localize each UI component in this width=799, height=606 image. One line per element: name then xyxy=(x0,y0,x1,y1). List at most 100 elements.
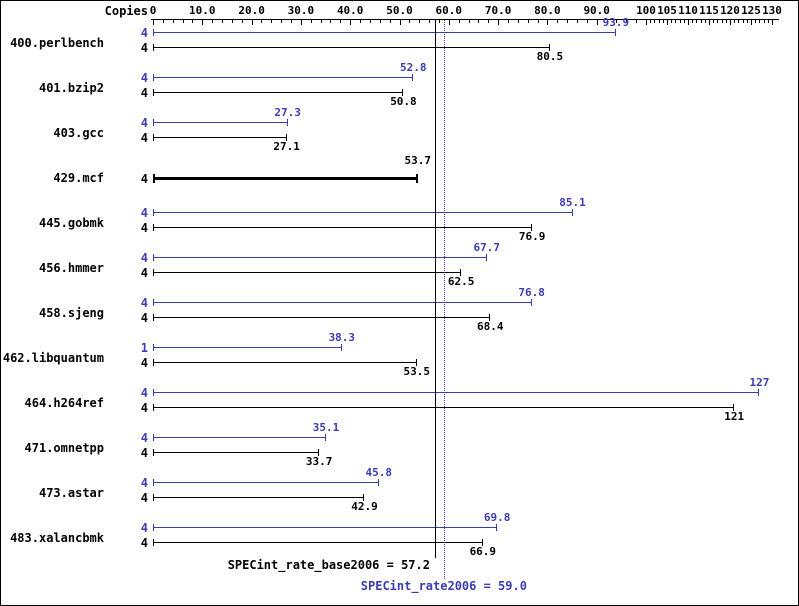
axis-tick-label: 100 xyxy=(636,4,656,17)
axis-minor-tick xyxy=(429,20,431,23)
axis-minor-tick xyxy=(271,20,273,23)
benchmark-row: 458.sjeng 4 76.8 4 68.4 xyxy=(1,286,798,336)
axis-minor-tick xyxy=(683,20,685,23)
axis-major-tick xyxy=(153,20,154,25)
axis-minor-tick xyxy=(419,20,421,23)
x-axis-line xyxy=(151,19,779,20)
axis-tick-label: 30.0 xyxy=(287,4,315,17)
benchmark-row: 403.gcc 4 27.3 4 27.1 xyxy=(1,106,798,156)
axis-tick-label: 90.0 xyxy=(583,4,610,17)
peak-result-value: 127 xyxy=(749,375,770,389)
bar-end-cap xyxy=(548,43,550,51)
axis-tick-label: 10.0 xyxy=(189,4,216,17)
benchmark-label: 445.gobmk xyxy=(38,215,104,230)
axis-minor-tick xyxy=(692,20,694,23)
bar-line xyxy=(153,436,327,438)
axis-tick-label: 130 xyxy=(762,4,782,17)
axis-tick-label: 120 xyxy=(720,4,740,17)
axis-minor-tick xyxy=(746,20,748,23)
bar-end-cap xyxy=(325,433,327,441)
peak-result-bar xyxy=(153,253,487,261)
peak-copies-value: 4 xyxy=(140,430,148,445)
peak-mean-line xyxy=(443,20,445,579)
axis-minor-tick xyxy=(725,20,727,23)
peak-copies-value: 4 xyxy=(140,205,148,220)
bar-line xyxy=(153,91,404,93)
benchmark-label: 473.astar xyxy=(38,485,104,500)
benchmark-label: 462.libquantum xyxy=(2,350,104,365)
axis-minor-tick xyxy=(537,20,539,23)
axis-major-tick xyxy=(251,20,253,25)
axis-minor-tick xyxy=(310,20,312,23)
base-result-bar xyxy=(153,448,320,456)
base-result-value: 33.7 xyxy=(305,454,333,468)
axis-tick-label: 60.0 xyxy=(435,4,463,17)
axis-minor-tick xyxy=(320,20,322,23)
axis-minor-tick xyxy=(330,20,332,23)
axis-tick-label: 20.0 xyxy=(238,4,265,17)
axis-minor-tick xyxy=(759,20,761,23)
axis-minor-tick xyxy=(222,20,224,23)
axis-minor-tick xyxy=(192,20,194,23)
base-result-value: 62.5 xyxy=(447,274,475,288)
axis-minor-tick xyxy=(379,20,381,23)
base-result-value: 66.9 xyxy=(469,544,497,558)
axis-minor-tick xyxy=(717,20,719,23)
axis-minor-tick xyxy=(576,20,578,23)
axis-minor-tick xyxy=(606,20,608,23)
bar-end-cap xyxy=(415,173,418,183)
bar-end-cap xyxy=(286,118,288,126)
bar-end-cap xyxy=(531,223,533,231)
base-copies-value: 4 xyxy=(140,265,148,280)
axis-major-tick xyxy=(596,20,598,25)
bar-end-cap xyxy=(496,523,498,531)
base-copies-value: 4 xyxy=(140,310,148,325)
benchmark-row: 473.astar 4 45.8 4 42.9 xyxy=(1,466,798,516)
axis-minor-tick xyxy=(662,20,664,23)
base-result-value: 42.9 xyxy=(351,499,378,513)
peak-mean-label: SPECint_rate2006 = 59.0 xyxy=(360,579,527,593)
axis-major-tick xyxy=(547,20,549,25)
peak-copies-value: 4 xyxy=(140,115,148,130)
peak-result-bar xyxy=(153,343,342,351)
peak-result-value: 67.7 xyxy=(473,240,501,254)
base-copies-value: 4 xyxy=(140,490,148,505)
axis-tick-label: 110 xyxy=(678,4,698,17)
benchmark-row: 401.bzip2 4 52.8 4 50.8 xyxy=(1,61,798,111)
axis-minor-tick xyxy=(713,20,715,23)
bar-line xyxy=(153,406,735,408)
axis-minor-tick xyxy=(478,20,480,23)
peak-copies-value: 4 xyxy=(140,385,148,400)
axis-major-tick xyxy=(448,20,450,25)
bar-line xyxy=(153,301,532,303)
axis-minor-tick xyxy=(700,20,702,23)
bar-line xyxy=(153,481,379,483)
peak-copies-value: 4 xyxy=(140,25,148,40)
axis-major-tick xyxy=(688,20,689,25)
bar-line xyxy=(153,391,760,393)
bar-end-cap xyxy=(758,388,760,396)
peak-result-value: 69.8 xyxy=(483,510,511,524)
axis-minor-tick xyxy=(626,20,628,23)
axis-tick-label: 125 xyxy=(741,4,761,17)
base-result-value: 50.8 xyxy=(390,94,417,108)
bar-end-cap xyxy=(481,538,483,546)
axis-minor-tick xyxy=(212,20,214,23)
axis-major-tick xyxy=(709,20,710,25)
base-copies-value: 4 xyxy=(140,355,148,370)
base-result-value: 53.7 xyxy=(404,153,431,167)
axis-minor-tick xyxy=(231,20,233,23)
base-copies-value: 4 xyxy=(140,171,148,186)
axis-major-tick xyxy=(730,20,731,25)
benchmark-label: 400.perlbench xyxy=(10,35,104,50)
benchmark-label: 403.gcc xyxy=(53,125,104,140)
axis-minor-tick xyxy=(658,20,660,23)
axis-minor-tick xyxy=(679,20,681,23)
bar-line xyxy=(153,121,288,123)
benchmark-label: 483.xalancbmk xyxy=(10,530,104,545)
peak-result-bar xyxy=(153,433,327,441)
peak-result-value: 38.3 xyxy=(328,330,356,344)
axis-minor-tick xyxy=(675,20,677,23)
axis-major-tick xyxy=(399,20,401,25)
